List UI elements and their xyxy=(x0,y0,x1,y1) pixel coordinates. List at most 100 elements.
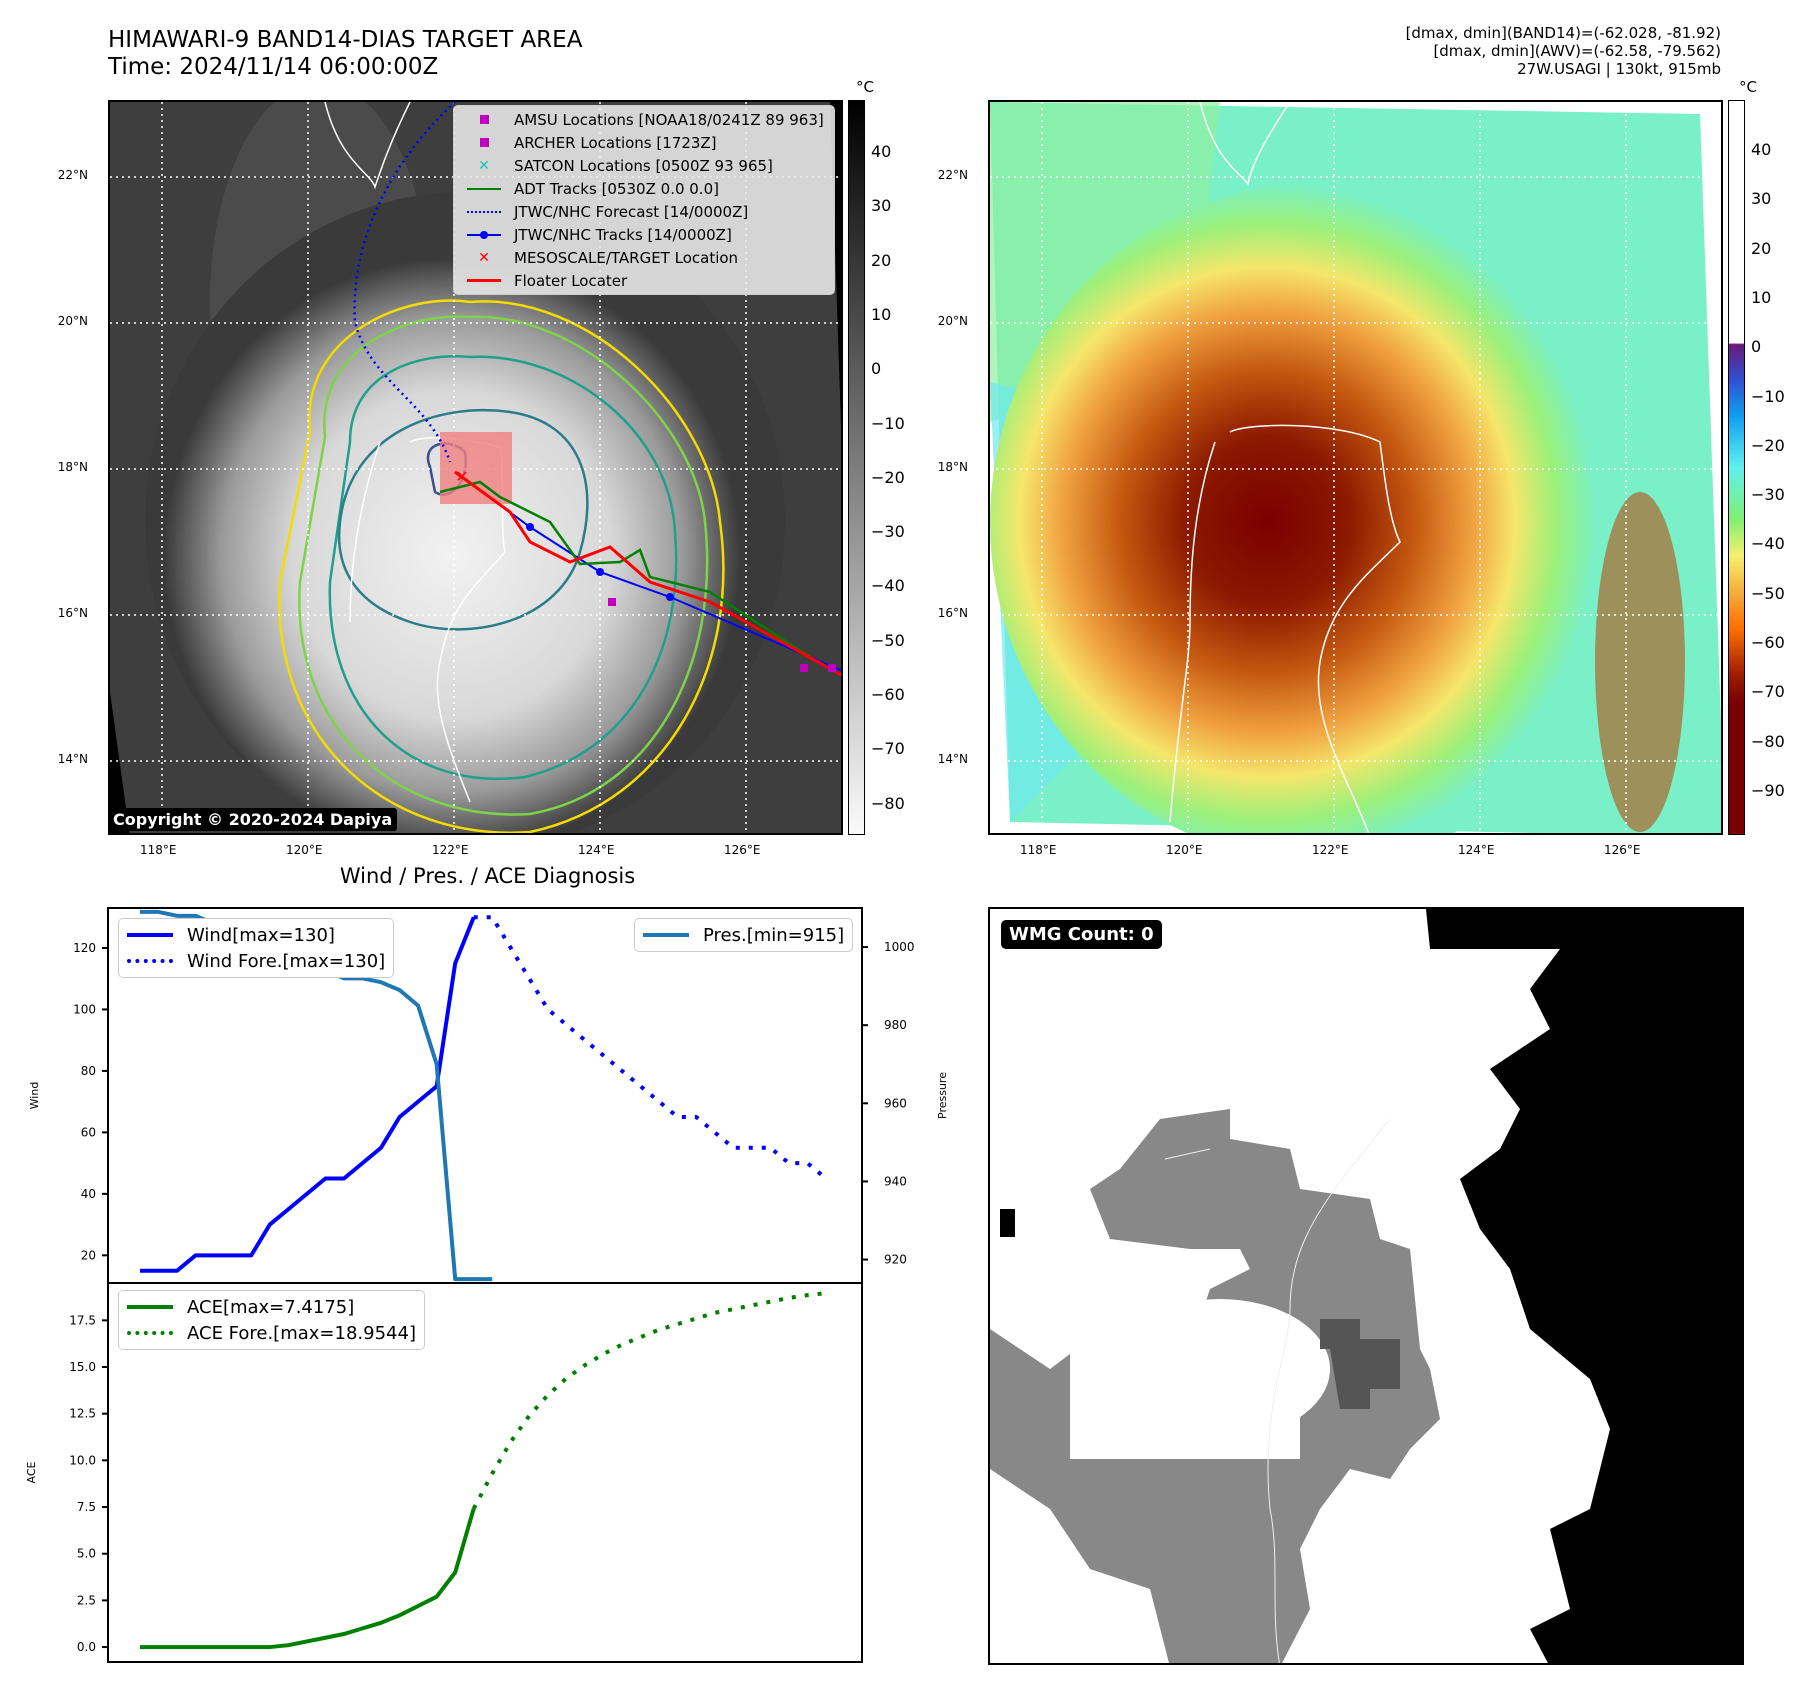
lat-tick-label: 20°N xyxy=(57,314,88,328)
pressure-tick-label: 960 xyxy=(884,1096,907,1110)
legend-item: ACE Fore.[max=18.9544] xyxy=(127,1320,416,1346)
wind-tick-label: 120 xyxy=(73,941,96,955)
lon-tick-label: 122°E xyxy=(1312,843,1349,857)
amsu-marker xyxy=(800,664,808,672)
wind-tick-label: 20 xyxy=(81,1248,96,1262)
colorbar-tick-label: −90 xyxy=(1751,780,1785,800)
ace-tick-label: 0.0 xyxy=(77,1640,96,1654)
colorbar-tick-label: 10 xyxy=(1751,287,1772,307)
colorbar-unit: °C xyxy=(856,78,874,96)
solid-line-icon xyxy=(643,933,689,937)
ace-axes xyxy=(107,1282,863,1663)
x-marker-icon: ✕ xyxy=(478,249,490,266)
coastline xyxy=(324,102,411,190)
lon-tick-label: 126°E xyxy=(724,843,761,857)
lat-tick-label: 20°N xyxy=(937,314,968,328)
colorbar-tick-label: −60 xyxy=(1751,633,1785,652)
grayscale-colorbar xyxy=(848,100,865,835)
colorbar-tick-label: −50 xyxy=(1751,583,1785,603)
solid-line-icon xyxy=(127,933,173,937)
colorbar-tick-label: −20 xyxy=(1751,435,1785,455)
info-awv: [dmax, dmin](AWV)=(-62.58, -79.562) xyxy=(1433,42,1721,60)
wind-forecast-line xyxy=(473,915,828,1181)
legend-item: JTWC/NHC Tracks [14/0000Z] xyxy=(454,223,834,246)
lon-tick-label: 124°E xyxy=(578,843,615,857)
solid-line-icon xyxy=(454,187,514,190)
legend-item: Wind Fore.[max=130] xyxy=(127,948,385,974)
diagnosis-chart: 20 40 60 80 100 120 920 940 960 980 1000 0.0 2.5 5.0 7… xyxy=(25,907,949,1663)
wind-tick-label: 80 xyxy=(81,1064,96,1078)
lon-tick-label: 120°E xyxy=(286,843,323,857)
lat-tick-label: 16°N xyxy=(57,606,88,620)
title-line-1: HIMAWARI-9 BAND14-DIAS TARGET AREA xyxy=(108,27,583,53)
contour-teal xyxy=(328,355,678,780)
colorbar-tick-label: 20 xyxy=(871,250,892,270)
legend-item: ✕ SATCON Locations [0500Z 93 965] xyxy=(454,154,834,177)
ace-tick-label: 15.0 xyxy=(69,1360,96,1374)
wind-line xyxy=(140,916,476,1273)
lon-tick-label: 122°E xyxy=(432,843,469,857)
awv-map-image xyxy=(990,102,1721,833)
dotted-line-icon xyxy=(127,959,173,963)
lat-tick-label: 18°N xyxy=(937,460,968,474)
pressure-legend: Pres.[min=915] xyxy=(634,918,854,952)
colorbar-tick-label: 20 xyxy=(1751,238,1772,258)
pressure-tick-label: 980 xyxy=(884,1018,907,1032)
copyright-badge: Copyright © 2020-2024 Dapiya xyxy=(108,808,398,831)
wind-tick-label: 40 xyxy=(81,1187,96,1201)
pressure-axis-label: Pressure xyxy=(936,1072,949,1119)
title-line-2: Time: 2024/11/14 06:00:00Z xyxy=(108,54,439,80)
legend-item: Floater Locater xyxy=(454,269,834,292)
legend-item: ✕ MESOSCALE/TARGET Location xyxy=(454,246,834,269)
lat-tick-label: 22°N xyxy=(57,168,88,182)
forecast-track xyxy=(353,102,456,463)
ace-tick-label: 5.0 xyxy=(77,1547,96,1561)
lat-tick-label: 16°N xyxy=(937,606,968,620)
x-marker-icon: ✕ xyxy=(478,157,490,174)
legend-item: AMSU Locations [NOAA18/0241Z 89 963] xyxy=(454,108,834,131)
lon-tick-label: 126°E xyxy=(1604,843,1641,857)
ir-grayscale-map: ✕ AMSU Locations [NOAA18/0241Z 89 963] A… xyxy=(108,100,843,835)
colorbar-tick-label: −70 xyxy=(1751,682,1785,702)
lat-tick-label: 18°N xyxy=(57,460,88,474)
pressure-tick-label: 940 xyxy=(884,1174,907,1188)
archer-marker xyxy=(608,598,616,606)
colorbar-tick-label: −40 xyxy=(871,576,905,596)
lat-tick-label: 14°N xyxy=(57,752,88,766)
colorbar-tick-label: −80 xyxy=(871,793,905,813)
wind-tick-label: 100 xyxy=(73,1002,96,1016)
colorbar-tick-label: −70 xyxy=(871,739,905,759)
awv-color-map xyxy=(988,100,1723,835)
lon-tick-label: 120°E xyxy=(1166,843,1203,857)
colorbar-tick-label: −20 xyxy=(871,467,905,487)
legend-item: ADT Tracks [0530Z 0.0 0.0] xyxy=(454,177,834,200)
ace-tick-label: 10.0 xyxy=(69,1453,96,1467)
square-marker-icon xyxy=(454,115,514,124)
contour-lightgreen xyxy=(298,315,709,816)
dotted-line-icon xyxy=(454,210,514,213)
legend-item: ACE[max=7.4175] xyxy=(127,1294,416,1320)
colorbar-tick-label: −80 xyxy=(1751,731,1785,751)
ace-legend: ACE[max=7.4175] ACE Fore.[max=18.9544] xyxy=(118,1290,425,1350)
figure-title: HIMAWARI-9 BAND14-DIAS TARGET AREA Time:… xyxy=(108,27,582,81)
ace-tick-label: 7.5 xyxy=(77,1500,96,1514)
floater-track xyxy=(454,470,841,677)
ace-axis-label: ACE xyxy=(25,1461,38,1483)
colorbar-tick-label: 30 xyxy=(871,196,892,216)
info-storm: 27W.USAGI | 130kt, 915mb xyxy=(1517,60,1721,78)
colorbar-tick-label: 30 xyxy=(1751,189,1772,209)
wind-legend: Wind[max=130] Wind Fore.[max=130] xyxy=(118,918,395,978)
colorbar-tick-label: −50 xyxy=(871,630,905,650)
colorbar-tick-label: 40 xyxy=(871,142,892,161)
colorbar-tick-label: −10 xyxy=(871,413,905,433)
solid-line-icon xyxy=(127,1305,173,1309)
awv-colorbar xyxy=(1728,100,1745,835)
legend-item: Wind[max=130] xyxy=(127,922,385,948)
contour-yellow xyxy=(278,299,725,833)
target-marker: ✕ xyxy=(455,467,468,486)
lon-tick-label: 118°E xyxy=(1020,843,1057,857)
colorbar-tick-label: 10 xyxy=(871,304,892,324)
wmg-black-region xyxy=(1426,909,1742,1663)
dotted-line-icon xyxy=(127,1331,173,1335)
colorbar-tick-label: −30 xyxy=(871,522,905,542)
